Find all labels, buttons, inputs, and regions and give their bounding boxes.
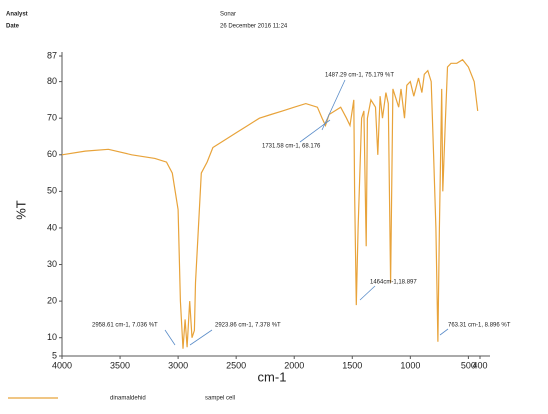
annotation-arrow — [299, 119, 331, 143]
analyst-label: Analyst — [6, 12, 28, 18]
y-axis-label: %T — [13, 200, 28, 220]
annotation: 1464cm-1,18.897 — [370, 280, 417, 286]
y-tick-label: 10 — [47, 332, 57, 342]
y-tick-label: 50 — [47, 186, 57, 196]
y-tick-label: 30 — [47, 259, 57, 269]
annotation-arrow — [359, 285, 376, 301]
annotation: 1487.29 cm-1, 75.179 %T — [325, 73, 394, 79]
y-tick-label: 87 — [47, 50, 57, 60]
annotation: 2923.86 cm-1, 7.378 %T — [215, 323, 281, 329]
annotation-arrow — [189, 329, 213, 346]
annotation-arrow — [321, 79, 346, 131]
annotation: 1731.58 cm-1, 68.176 — [262, 144, 321, 150]
x-tick-label: 2500 — [226, 360, 246, 370]
y-tick-label: 5 — [52, 350, 57, 360]
legend-label: dinamaldehid — [110, 396, 146, 402]
sample-name: Sonar — [220, 12, 236, 18]
x-tick-label: 3500 — [110, 360, 130, 370]
x-tick-label: 1500 — [342, 360, 362, 370]
x-tick-label: 1000 — [400, 360, 420, 370]
y-tick-label: 40 — [47, 222, 57, 232]
spectrum-line — [61, 58, 479, 349]
x-tick-label: 500 — [461, 360, 476, 370]
y-tick-label: 60 — [47, 149, 57, 159]
x-tick-label: 4000 — [52, 360, 72, 370]
annotation: 2958.61 cm-1, 7.036 %T — [92, 323, 158, 329]
date-label: Date — [6, 24, 20, 30]
y-tick-label: 80 — [47, 76, 57, 86]
x-tick-label: 400 — [472, 360, 487, 370]
annotation-arrow — [439, 328, 449, 336]
sample-label: sampel cell — [205, 396, 235, 402]
x-tick-label: 3000 — [168, 360, 188, 370]
y-tick-label: 70 — [47, 113, 57, 123]
annotation-arrow — [164, 329, 176, 346]
y-tick-label: 20 — [47, 295, 57, 305]
date: 26 December 2016 11:24 — [220, 24, 288, 30]
annotation: 763.31 cm-1, 8.896 %T — [448, 323, 511, 329]
x-tick-label: 2000 — [284, 360, 304, 370]
x-axis-label: cm-1 — [258, 369, 287, 384]
